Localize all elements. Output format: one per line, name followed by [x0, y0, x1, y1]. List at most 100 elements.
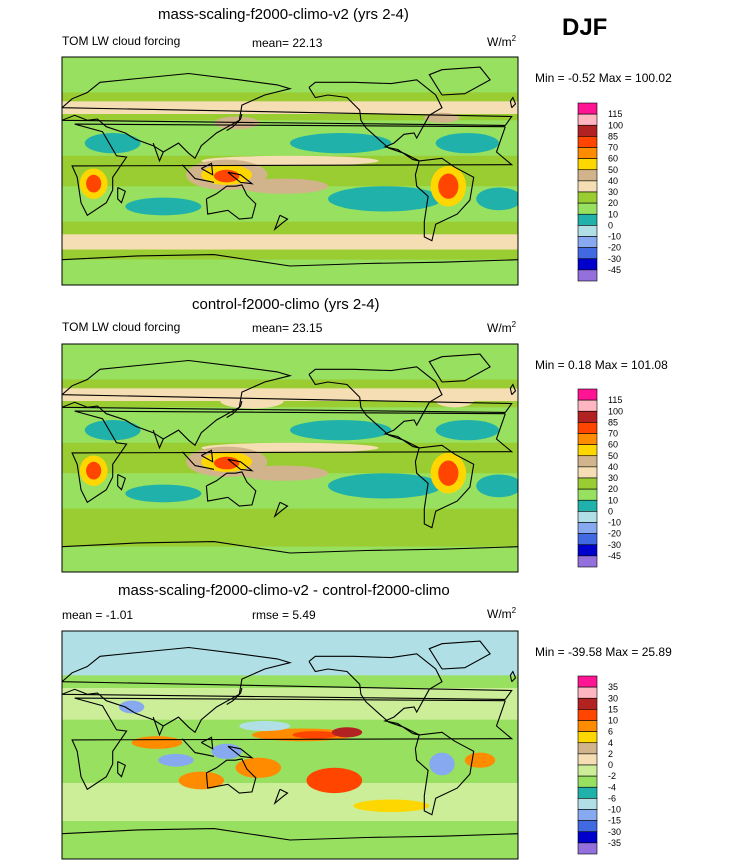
- colorbar-swatch: [577, 202, 598, 215]
- colorbar-swatch: [577, 697, 598, 710]
- colorbar-swatch: [577, 499, 598, 512]
- colorbar-tick-label: -4: [608, 782, 616, 792]
- gulf-stream: [424, 112, 460, 123]
- east-pacific-core: [331, 727, 363, 738]
- indian-neg: [158, 753, 194, 767]
- panel-1-map: [61, 56, 519, 286]
- colorbar-tick-label: 20: [608, 198, 618, 208]
- coastline: [509, 96, 517, 109]
- polar-band: [62, 344, 518, 382]
- colorbar-tick-label: -10: [608, 232, 621, 242]
- panel-2-minmax: Min = 0.18 Max = 101.08: [535, 358, 668, 372]
- coastline: [71, 410, 514, 504]
- panel-2-units: W/m2: [487, 320, 517, 335]
- storm-track-core-north: [62, 388, 518, 401]
- south-atlantic-pos: [464, 752, 496, 768]
- panel-2-frame: [61, 343, 519, 573]
- maritime-neg: [211, 743, 242, 759]
- colorbar-swatch: [577, 113, 598, 126]
- colorbar-tick-label: 30: [608, 693, 618, 703]
- warm-pool-core: [214, 456, 240, 470]
- colorbar-swatch: [577, 820, 598, 833]
- africa-core: [86, 461, 102, 480]
- panel-1-units: W/m2: [487, 34, 517, 49]
- colorbar-swatch: [577, 842, 598, 855]
- colorbar-swatch: [577, 466, 598, 479]
- coastline: [181, 451, 215, 470]
- coastline: [117, 761, 126, 778]
- colorbar-tick-label: 15: [608, 704, 618, 714]
- coastline: [308, 79, 443, 162]
- panel-2-mean: mean= 23.15: [252, 321, 323, 335]
- colorbar-tick-label: 10: [608, 716, 618, 726]
- colorbar-swatch: [577, 399, 598, 412]
- subtropical-min: [290, 133, 392, 154]
- colorbar-tick-label: 40: [608, 462, 618, 472]
- colorbar-swatch: [577, 158, 598, 171]
- subtropical-min: [476, 187, 518, 211]
- colorbar-tick-label: -35: [608, 838, 621, 848]
- storm-track-core-north: [62, 101, 518, 114]
- colorbar-tick-label: 30: [608, 473, 618, 483]
- colorbar-swatch: [577, 686, 598, 699]
- colorbar-swatch: [577, 720, 598, 732]
- colorbar-swatch: [577, 764, 598, 777]
- colorbar-swatch: [577, 433, 598, 445]
- colorbar-tick-label: 0: [608, 506, 613, 516]
- storm-track-core-south: [62, 234, 518, 250]
- panel-1-variable: TOM LW cloud forcing: [62, 34, 181, 48]
- coastline: [428, 640, 491, 670]
- coastline: [62, 254, 518, 267]
- colorbar-swatch: [577, 225, 598, 237]
- panel-2-title: control-f2000-climo (yrs 2-4): [192, 296, 380, 313]
- panel-1-frame: [61, 56, 519, 286]
- africa-core: [86, 174, 102, 193]
- colorbar-swatch: [577, 258, 598, 271]
- colorbar-tick-label: 50: [608, 451, 618, 461]
- subtropical-min: [84, 420, 141, 441]
- colorbar-swatch: [577, 422, 598, 434]
- colorbar-swatch: [577, 136, 598, 148]
- coastline: [308, 366, 443, 449]
- panel-2-map: [61, 343, 519, 573]
- colorbar-tick-label: 6: [608, 727, 613, 737]
- warm-pool-core: [214, 169, 240, 183]
- subtropical-min: [290, 420, 392, 441]
- colorbar-tick-label: -10: [608, 805, 621, 815]
- colorbar-tick-label: -45: [608, 551, 621, 561]
- colorbar-tick-label: -2: [608, 771, 616, 781]
- southern-pos: [353, 799, 430, 813]
- season-label: DJF: [562, 14, 608, 41]
- colorbar-tick-label: 35: [608, 682, 618, 692]
- central-pacific-core: [292, 731, 339, 739]
- panel-1-mean: mean= 22.13: [252, 36, 323, 50]
- colorbar-tick-label: 2: [608, 749, 613, 759]
- south-indian-pos: [178, 771, 225, 790]
- colorbar-tick-label: 30: [608, 187, 618, 197]
- coastline: [201, 162, 214, 176]
- colorbar-tick-label: -45: [608, 265, 621, 275]
- antarctic-band: [62, 259, 518, 285]
- coastline: [205, 471, 257, 507]
- coastline: [428, 353, 491, 383]
- colorbar-tick-label: 70: [608, 143, 618, 153]
- coastline: [226, 400, 243, 418]
- coastline: [273, 214, 289, 232]
- panel-3-map: [61, 630, 519, 860]
- colorbar-swatch: [577, 147, 598, 159]
- coastline: [414, 444, 475, 529]
- north-pacific-neg: [239, 720, 290, 732]
- coastline: [509, 383, 517, 396]
- colorbar-swatch: [577, 675, 598, 688]
- panel-3-title: mass-scaling-f2000-climo-v2 - control-f2…: [118, 582, 450, 599]
- polar-band: [62, 57, 518, 95]
- colorbar-tick-label: 40: [608, 176, 618, 186]
- colorbar-tick-label: 85: [608, 131, 618, 141]
- amazon-core: [438, 460, 459, 486]
- panel-2-variable: TOM LW cloud forcing: [62, 320, 181, 334]
- southern-diff-band: [62, 783, 518, 821]
- colorbar-swatch: [577, 731, 598, 744]
- colorbar-tick-label: 10: [608, 495, 618, 505]
